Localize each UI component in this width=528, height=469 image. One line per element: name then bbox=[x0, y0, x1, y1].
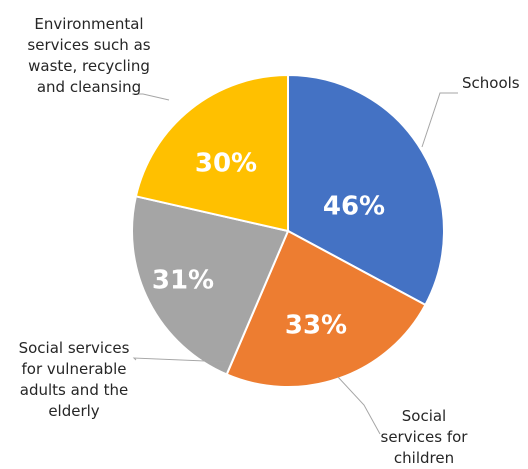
pie-slice-category-label-3: Environmental services such as waste, recy… bbox=[27, 15, 150, 96]
pie-slice-value-label-1: 33% bbox=[285, 311, 347, 341]
pie-slice-0 bbox=[287, 73, 445, 307]
category-label-line: Social services bbox=[19, 339, 130, 357]
category-label-line: Schools bbox=[462, 74, 520, 92]
pie-slice-category-label-1: Social services for children bbox=[381, 407, 469, 467]
category-label-line: and cleansing bbox=[37, 78, 141, 96]
leader-line-0 bbox=[421, 92, 458, 148]
category-label-line: children bbox=[394, 449, 454, 467]
category-label-line: Social bbox=[402, 407, 446, 425]
category-label-line: for vulnerable bbox=[22, 360, 127, 378]
pie-slice-2 bbox=[131, 195, 290, 376]
leader-line-1 bbox=[337, 376, 381, 435]
category-label-line: waste, recycling bbox=[28, 57, 150, 75]
pie-slice-value-label-0: 46% bbox=[323, 192, 385, 222]
leader-line-3 bbox=[132, 93, 170, 101]
pie-slice-3 bbox=[134, 73, 289, 233]
pie-slice-category-label-0: Schools bbox=[462, 74, 520, 92]
category-label-line: adults and the bbox=[20, 381, 128, 399]
pie-slice-value-label-3: 30% bbox=[195, 149, 257, 179]
leader-line-2 bbox=[132, 357, 230, 363]
category-label-line: services for bbox=[381, 428, 469, 446]
pie-slice-category-label-2: Social services for vulnerable adults and … bbox=[19, 339, 130, 420]
category-label-line: Environmental bbox=[34, 15, 143, 33]
category-label-line: services such as bbox=[27, 36, 150, 54]
category-label-line: elderly bbox=[48, 402, 99, 420]
pie-slice-value-label-2: 31% bbox=[152, 266, 214, 296]
